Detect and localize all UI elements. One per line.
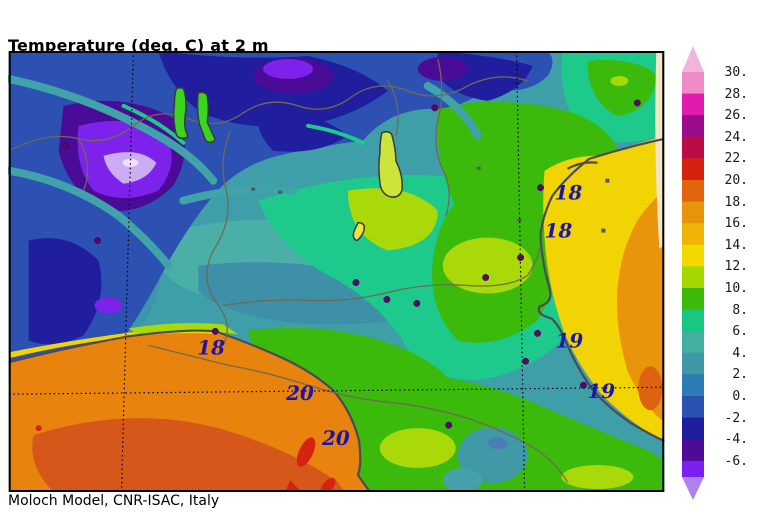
station-dot bbox=[352, 279, 360, 286]
station-dot bbox=[534, 329, 541, 337]
station-dot bbox=[537, 184, 544, 192]
temperature-value-label: 18 bbox=[555, 181, 583, 205]
colorbar-cell bbox=[682, 439, 704, 462]
colorbar-cell bbox=[682, 417, 704, 440]
station-dot bbox=[211, 327, 219, 335]
colorbar-tick-label: 12. bbox=[724, 259, 748, 275]
colorbar-tick-label: 0. bbox=[732, 389, 748, 404]
colorbar-cell bbox=[682, 180, 704, 202]
map-canvas: 18 18 19 19 18 20 20 bbox=[8, 51, 665, 492]
colorbar-cell bbox=[682, 288, 704, 310]
colorbar-arrow-bottom bbox=[682, 477, 704, 500]
colorbar-tick-label: 8. bbox=[732, 302, 748, 318]
colorbar-tick-label: 28. bbox=[724, 86, 748, 102]
colorbar bbox=[682, 46, 704, 500]
colorbar-cell bbox=[682, 374, 704, 397]
colorbar-tick-label: 30. bbox=[724, 65, 748, 80]
station-dot bbox=[431, 104, 439, 112]
map-border bbox=[8, 51, 665, 492]
colorbar-tick-label: 14. bbox=[724, 237, 748, 253]
station-dot bbox=[445, 421, 453, 429]
colorbar-cell bbox=[682, 309, 704, 332]
station-dot bbox=[383, 295, 391, 303]
temperature-value-label: 18 bbox=[197, 335, 225, 359]
colorbar-cell bbox=[682, 460, 704, 478]
station-dot bbox=[482, 274, 490, 281]
station-dot bbox=[517, 254, 525, 261]
colorbar-cell bbox=[682, 136, 704, 159]
colorbar-cell bbox=[682, 72, 704, 94]
colorbar-cell bbox=[682, 396, 704, 418]
station-dot bbox=[413, 299, 421, 307]
page-title: Temperature (deg. C) at 2 m bbox=[8, 35, 269, 55]
colorbar-cell bbox=[682, 331, 704, 354]
colorbar-labels: 30. 28. 26. 24. 22. 20. 18. 16. 14. 12. 10. 8. 6. 4. 2… bbox=[702, 46, 752, 502]
colorbar-tick-label: 10. bbox=[724, 281, 748, 296]
colorbar-tick-label: -2. bbox=[724, 410, 748, 426]
temperature-value-label: 20 bbox=[285, 381, 314, 405]
colorbar-arrow-top bbox=[682, 46, 704, 72]
temperature-value-label: 19 bbox=[556, 328, 584, 352]
station-dot bbox=[94, 237, 101, 245]
colorbar-cell bbox=[682, 266, 704, 289]
temperature-value-label: 18 bbox=[545, 219, 573, 243]
station-dot bbox=[579, 381, 587, 389]
grid-lines bbox=[8, 51, 665, 492]
colorbar-tick-label: 20. bbox=[724, 173, 748, 188]
colorbar-cell bbox=[682, 115, 704, 138]
map-overlay: 18 18 19 19 18 20 20 bbox=[62, 99, 641, 450]
colorbar-tick-label: 24. bbox=[724, 129, 748, 145]
colorbar-cell bbox=[682, 93, 704, 116]
colorbar-tick-label: 18. bbox=[724, 194, 748, 210]
colorbar-tick-label: 2. bbox=[732, 367, 748, 383]
colorbar-cell bbox=[682, 223, 704, 246]
colorbar-cell bbox=[682, 201, 704, 224]
temperature-value-label: 20 bbox=[321, 426, 350, 450]
colorbar-tick-label: 16. bbox=[724, 216, 748, 232]
model-credit: Moloch Model, CNR-ISAC, Italy bbox=[8, 493, 220, 509]
colorbar-tick-label: 26. bbox=[724, 108, 748, 124]
colorbar-tick-label: 6. bbox=[732, 324, 748, 340]
colorbar-tick-label: -4. bbox=[724, 432, 748, 448]
colorbar-tick-label: 4. bbox=[732, 345, 748, 361]
station-dot bbox=[522, 357, 530, 365]
colorbar-tick-label: 22. bbox=[724, 151, 748, 167]
temperature-map: 18 18 19 19 18 20 20 bbox=[8, 51, 665, 492]
colorbar-cell bbox=[682, 158, 704, 181]
colorbar-cell bbox=[682, 244, 704, 267]
colorbar-tick-label: -6. bbox=[724, 453, 748, 469]
station-dot bbox=[633, 99, 641, 107]
colorbar-cell bbox=[682, 352, 704, 375]
temperature-value-label: 19 bbox=[587, 379, 615, 403]
station-dot bbox=[62, 142, 70, 150]
